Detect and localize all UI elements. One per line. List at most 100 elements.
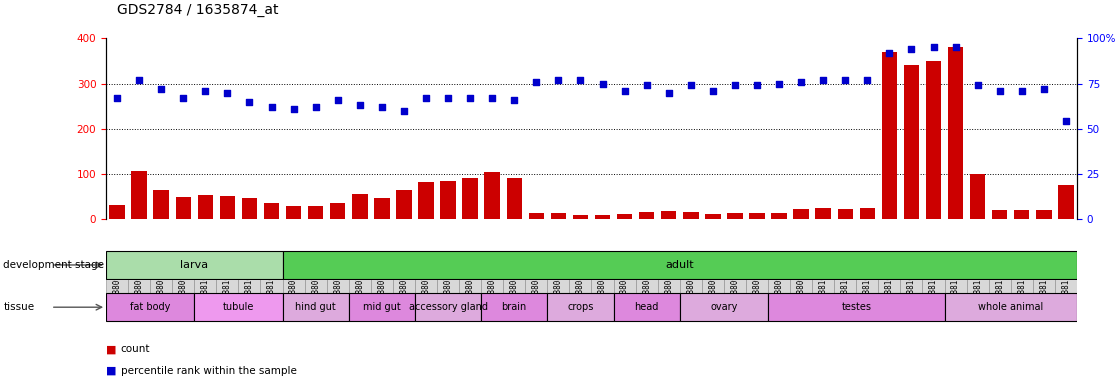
Bar	[393, 265, 415, 315]
Bar	[1036, 210, 1051, 219]
Bar	[151, 265, 172, 315]
Text: GSM188092: GSM188092	[113, 269, 122, 311]
Bar	[198, 195, 213, 219]
Bar	[128, 265, 151, 315]
Text: count: count	[121, 344, 150, 354]
Bar	[768, 293, 944, 321]
Bar	[481, 265, 503, 315]
Text: GDS2784 / 1635874_at: GDS2784 / 1635874_at	[117, 3, 279, 17]
Bar	[812, 265, 835, 315]
Bar	[683, 212, 699, 219]
Text: GSM188104: GSM188104	[819, 269, 828, 311]
Bar	[462, 178, 478, 219]
Text: whole animal: whole animal	[978, 302, 1043, 312]
Text: GSM188083: GSM188083	[532, 269, 541, 311]
Point	[924, 44, 942, 50]
Bar	[550, 214, 566, 219]
Bar	[591, 265, 614, 315]
Point	[594, 81, 612, 87]
Point	[660, 89, 677, 96]
Bar	[595, 215, 610, 219]
Bar	[639, 212, 654, 219]
Text: mid gut: mid gut	[363, 302, 401, 312]
Point	[219, 89, 237, 96]
Bar	[970, 174, 985, 219]
Text: GSM188094: GSM188094	[156, 269, 165, 311]
Bar	[239, 265, 260, 315]
Bar	[702, 265, 724, 315]
Text: GSM188084: GSM188084	[554, 269, 562, 311]
Point	[881, 50, 898, 56]
Text: GSM188099: GSM188099	[797, 269, 806, 311]
Bar	[657, 265, 680, 315]
Text: accessory gland: accessory gland	[408, 302, 488, 312]
Text: GSM188109: GSM188109	[929, 269, 939, 311]
Bar	[374, 198, 389, 219]
Text: GSM188115: GSM188115	[1061, 269, 1070, 311]
Text: tubule: tubule	[223, 302, 254, 312]
Point	[616, 88, 634, 94]
Bar	[878, 265, 901, 315]
Bar	[220, 196, 235, 219]
Text: hind gut: hind gut	[296, 302, 336, 312]
Bar	[503, 265, 526, 315]
Text: GSM188103: GSM188103	[267, 269, 276, 311]
Text: ovary: ovary	[710, 302, 738, 312]
Bar	[680, 265, 702, 315]
Bar	[904, 65, 920, 219]
Text: brain: brain	[501, 302, 527, 312]
Bar	[745, 265, 768, 315]
Point	[241, 98, 259, 104]
Bar	[724, 265, 745, 315]
Text: GSM188110: GSM188110	[951, 269, 960, 311]
Bar	[926, 61, 941, 219]
Text: adult: adult	[665, 260, 694, 270]
Bar	[308, 206, 324, 219]
Point	[704, 88, 722, 94]
Bar	[437, 265, 459, 315]
Point	[946, 44, 964, 50]
Bar	[349, 265, 371, 315]
Point	[1013, 88, 1031, 94]
Point	[770, 81, 788, 87]
Text: GSM188100: GSM188100	[201, 269, 210, 311]
Point	[792, 79, 810, 85]
Point	[350, 102, 368, 108]
Text: GSM188111: GSM188111	[973, 269, 982, 311]
Point	[506, 97, 523, 103]
Text: testes: testes	[841, 302, 872, 312]
Point	[461, 95, 479, 101]
Text: GSM188107: GSM188107	[885, 269, 894, 311]
Point	[571, 77, 589, 83]
Point	[373, 104, 391, 110]
Bar	[109, 205, 125, 219]
Bar	[106, 293, 194, 321]
Bar	[790, 265, 812, 315]
Bar	[349, 293, 415, 321]
Bar	[944, 265, 966, 315]
Point	[969, 82, 987, 88]
Text: GSM188077: GSM188077	[400, 269, 408, 311]
Bar	[396, 190, 412, 219]
Point	[196, 88, 214, 94]
Bar	[835, 265, 856, 315]
Text: GSM188105: GSM188105	[840, 269, 849, 311]
Text: GSM188095: GSM188095	[179, 269, 187, 311]
Text: GSM188074: GSM188074	[334, 269, 343, 311]
Bar	[636, 265, 657, 315]
Bar	[816, 208, 831, 219]
Bar	[661, 211, 676, 219]
Point	[108, 95, 126, 101]
Point	[903, 46, 921, 52]
Bar	[352, 194, 367, 219]
Text: GSM188112: GSM188112	[995, 269, 1004, 311]
Point	[727, 82, 744, 88]
Bar	[901, 265, 923, 315]
Text: GSM188114: GSM188114	[1039, 269, 1048, 311]
Bar	[856, 265, 878, 315]
Bar	[947, 47, 963, 219]
Text: GSM188073: GSM188073	[311, 269, 320, 311]
Text: percentile rank within the sample: percentile rank within the sample	[121, 366, 297, 376]
Bar	[106, 251, 282, 279]
Point	[483, 95, 501, 101]
